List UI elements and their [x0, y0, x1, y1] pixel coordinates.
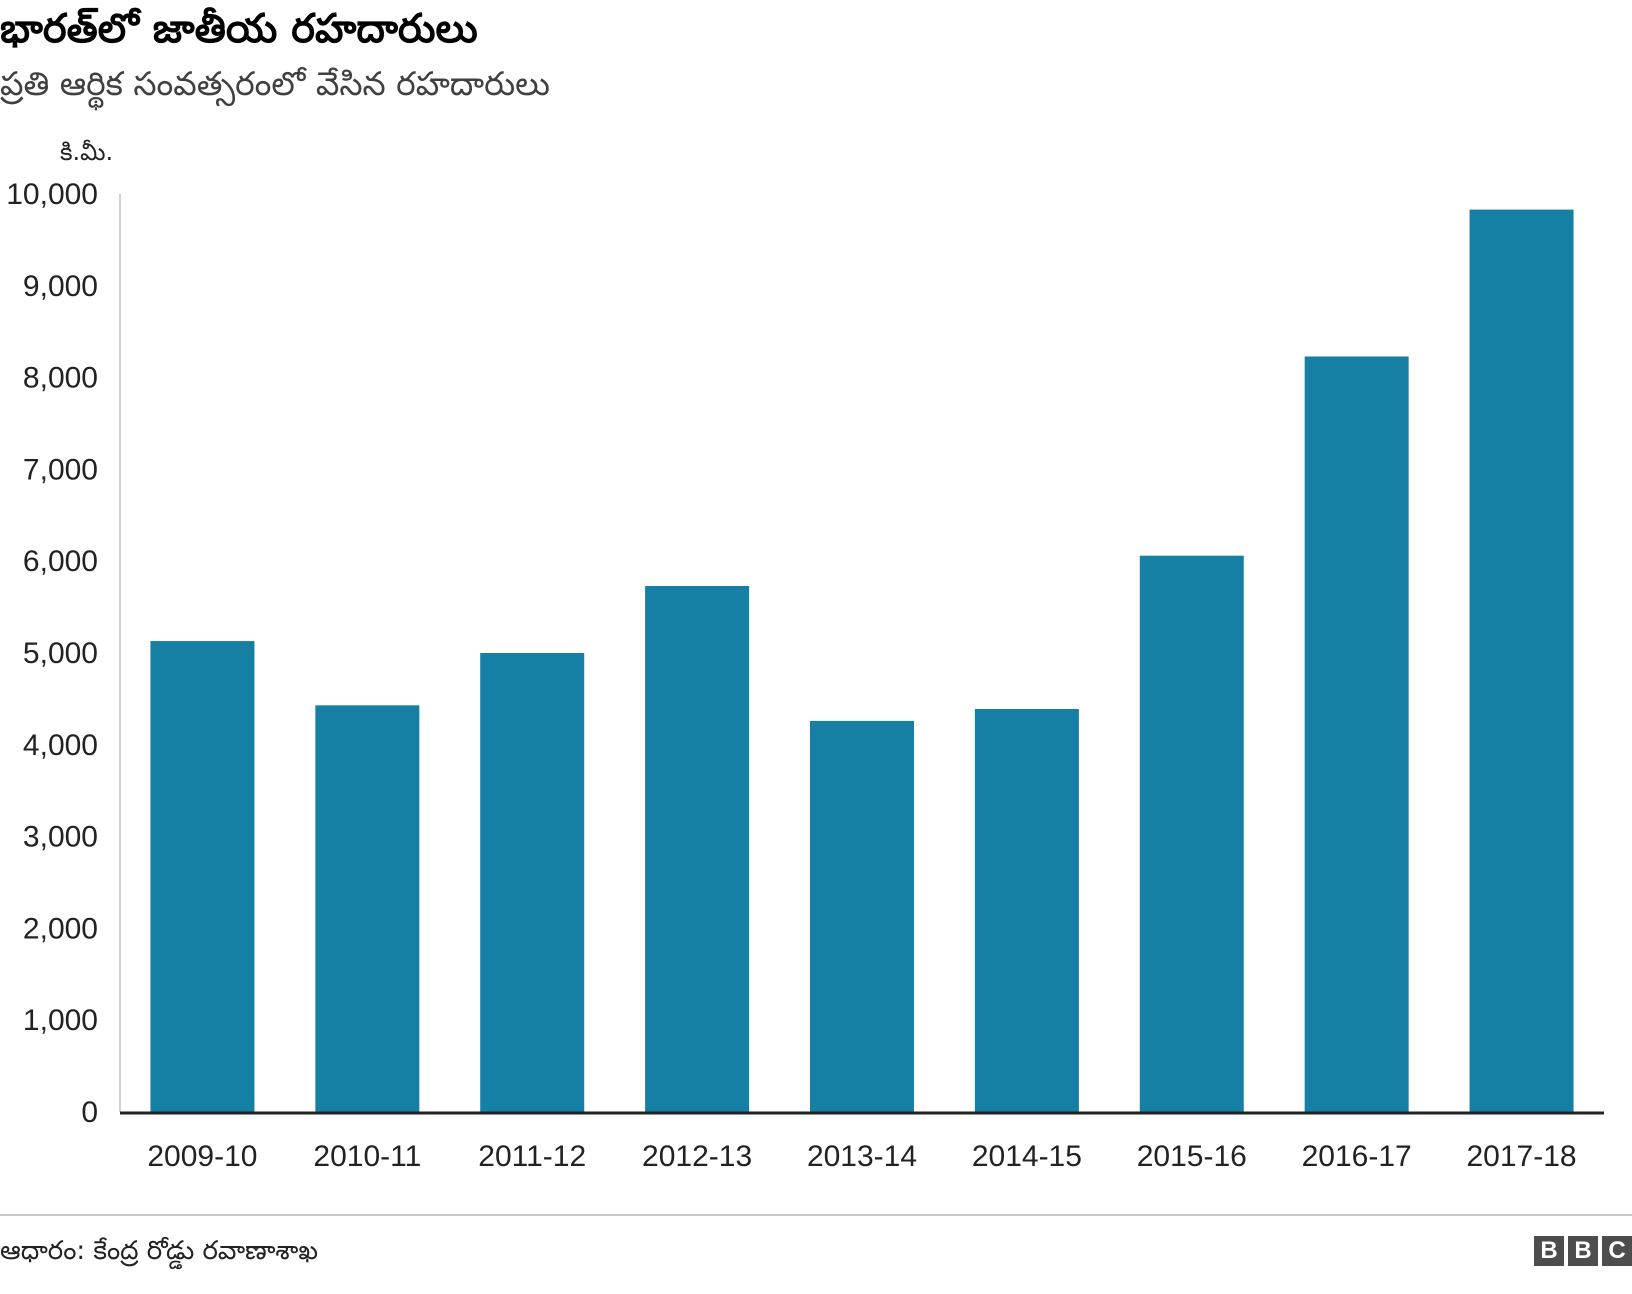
y-tick-label: 2,000 — [23, 912, 98, 945]
footer-divider — [0, 1214, 1632, 1216]
x-tick-label: 2014-15 — [972, 1140, 1082, 1173]
y-axis-ticks: 0 1,000 2,000 3,000 4,000 5,000 6,000 7,000 8,00… — [6, 178, 98, 1129]
x-tick-label: 2011-12 — [478, 1140, 586, 1173]
x-tick-label: 2010-11 — [313, 1140, 421, 1173]
bar-2013-14 — [810, 720, 914, 1112]
bar-2015-16 — [1139, 555, 1244, 1112]
y-tick-label: 0 — [81, 1096, 98, 1129]
x-axis-ticks: 2009-10 2010-11 2011-12 2012-13 2013-14 2014-… — [147, 1140, 1576, 1173]
y-tick-label: 10,000 — [6, 178, 98, 211]
chart-subtitle: ప్రతి ఆర్థిక సంవత్సరంలో వేసిన రహదారులు — [0, 64, 550, 103]
y-tick-label: 6,000 — [23, 545, 98, 578]
x-tick-label: 2015-16 — [1137, 1140, 1247, 1173]
bar-2016-17 — [1304, 356, 1409, 1113]
x-tick-label: 2017-18 — [1467, 1140, 1577, 1173]
x-tick-label: 2012-13 — [642, 1140, 752, 1173]
y-tick-label: 9,000 — [23, 270, 98, 303]
y-tick-label: 4,000 — [23, 729, 98, 762]
bbc-logo-block: B — [1568, 1236, 1598, 1266]
x-tick-label: 2016-17 — [1302, 1140, 1412, 1173]
bar-2010-11 — [315, 705, 420, 1112]
y-tick-label: 1,000 — [23, 1004, 98, 1037]
bar-2017-18 — [1469, 209, 1574, 1112]
bbc-logo-block: C — [1602, 1236, 1632, 1266]
bar-2014-15 — [974, 708, 1079, 1112]
bar-2011-12 — [480, 653, 585, 1112]
x-tick-label: 2009-10 — [147, 1140, 257, 1173]
bar-2009-10 — [150, 641, 255, 1112]
y-axis-unit-label: కి.మీ. — [60, 138, 113, 166]
bars — [150, 209, 1574, 1113]
bar-2012-13 — [645, 585, 750, 1112]
y-tick-label: 7,000 — [23, 453, 98, 486]
bar-chart: 0 1,000 2,000 3,000 4,000 5,000 6,000 7,000 8,00… — [6, 138, 1604, 1173]
y-tick-label: 3,000 — [23, 821, 98, 854]
chart-title: భారత్‌లో జాతీయ రహదారులు — [0, 6, 478, 52]
bbc-logo-block: B — [1534, 1236, 1564, 1266]
y-tick-label: 8,000 — [23, 362, 98, 395]
x-tick-label: 2013-14 — [807, 1140, 917, 1173]
y-tick-label: 5,000 — [23, 637, 98, 670]
source-note: ఆధారం: కేంద్ర రోడ్డు రవాణాశాఖ — [0, 1236, 318, 1266]
